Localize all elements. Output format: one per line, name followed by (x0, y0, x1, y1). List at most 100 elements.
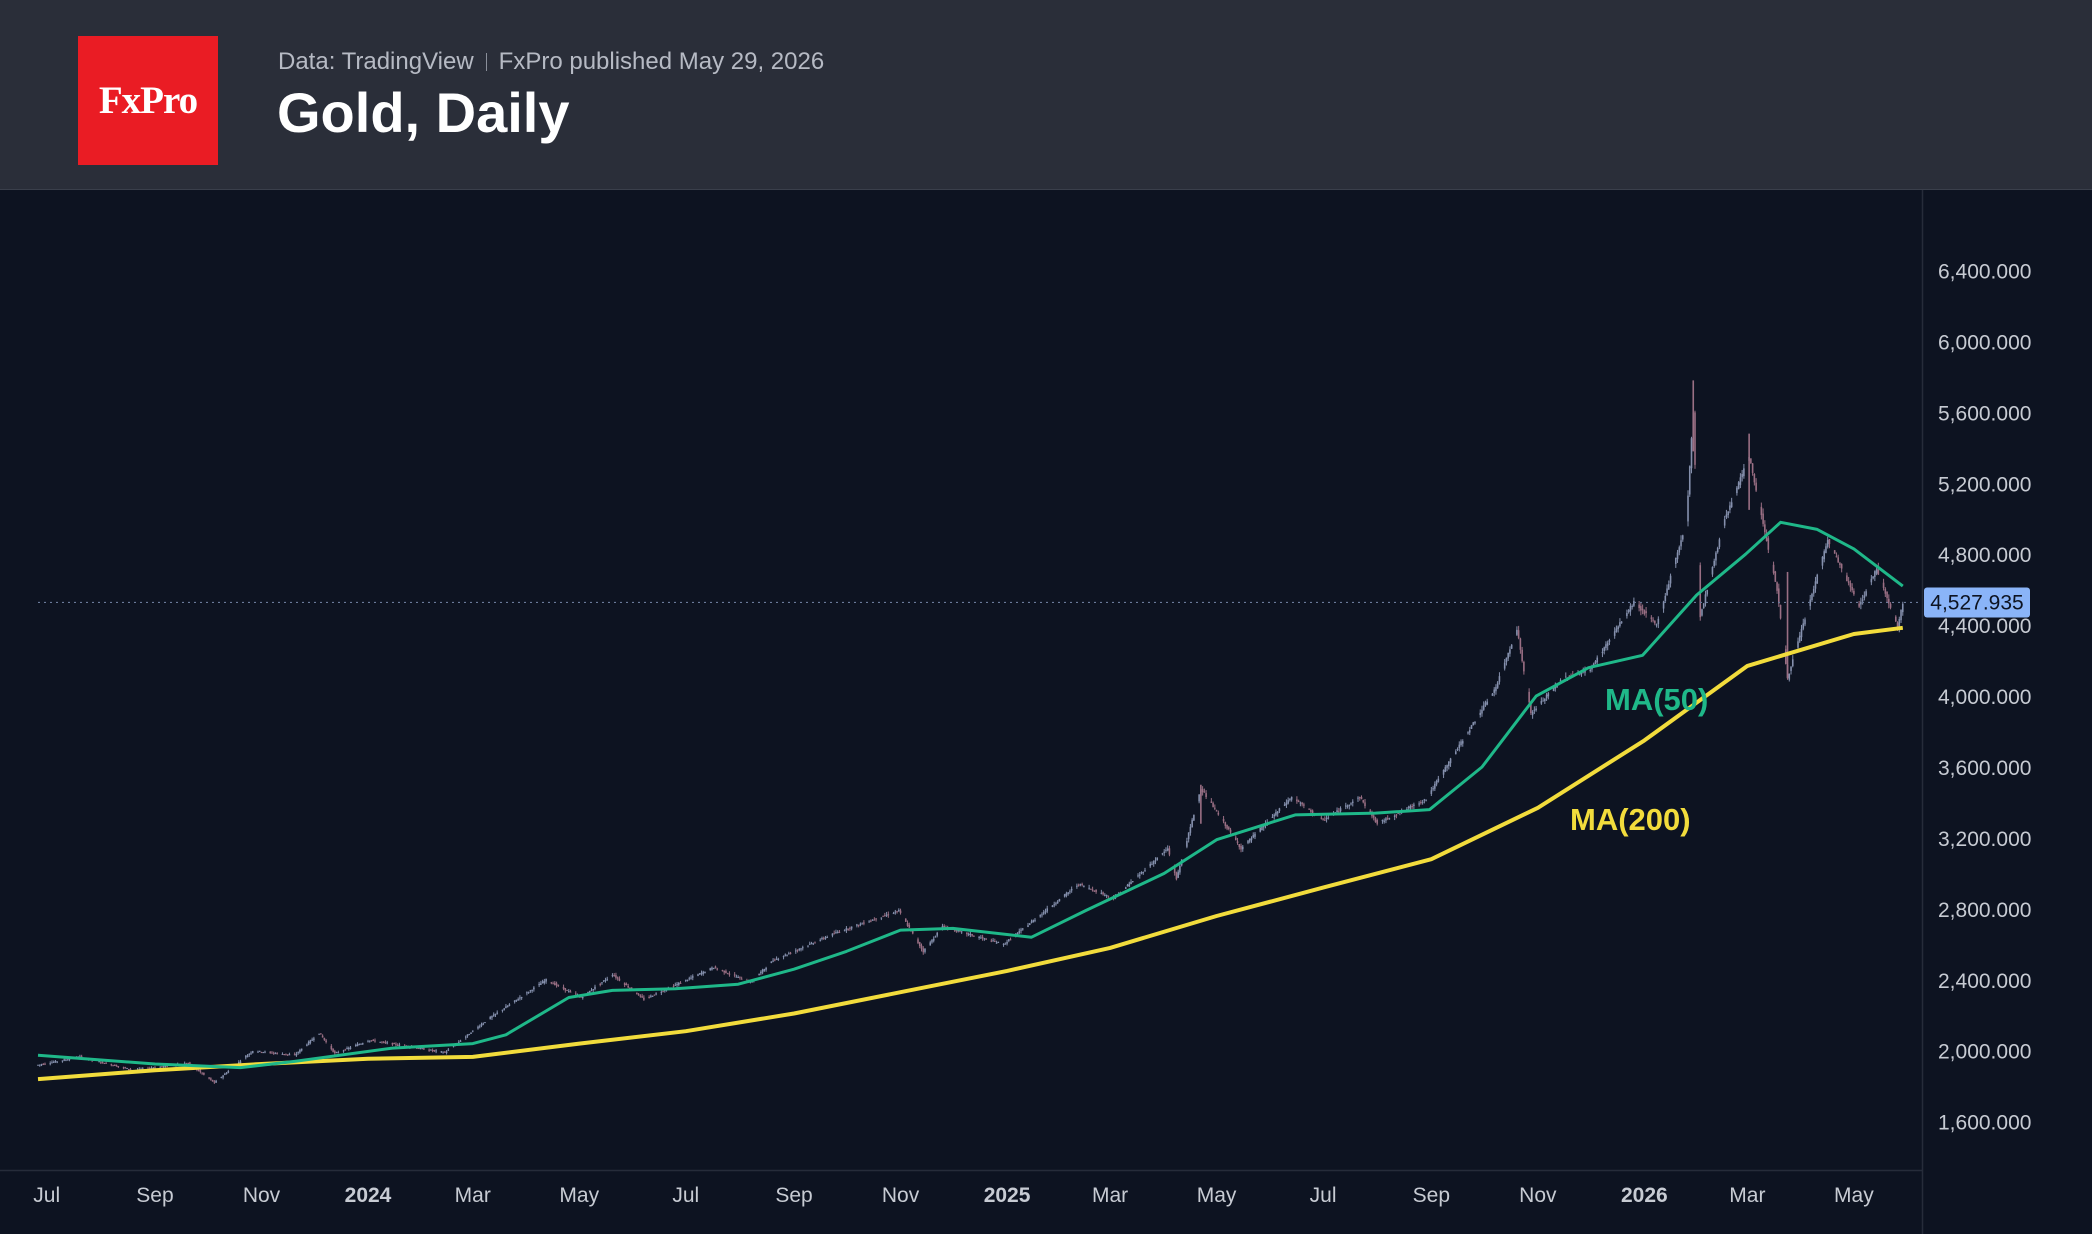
candle-body (154, 1067, 156, 1069)
candle-body (882, 915, 884, 917)
candle-body (1324, 819, 1326, 821)
candle-body (246, 1055, 249, 1058)
candle-body (1853, 590, 1855, 595)
time-axis[interactable]: Jul Sep Nov 2024 Mar May Jul Sep Nov 2025 Mar May Ju… (33, 1184, 1874, 1207)
candle-body (899, 910, 902, 914)
candle-body (269, 1051, 272, 1053)
time-tick-label: Nov (882, 1184, 920, 1207)
candle-body (227, 1071, 230, 1073)
candle-body (1240, 846, 1242, 850)
fxpro-logo[interactable]: FxPro (78, 36, 218, 165)
candle-body (1486, 701, 1489, 705)
candle-body (1144, 870, 1146, 872)
candle-body (1156, 857, 1159, 861)
candle-body (1297, 800, 1300, 803)
candle-body (1395, 814, 1398, 816)
candle-body (115, 1065, 118, 1067)
candle-body (1128, 883, 1131, 887)
candle-body (1444, 767, 1447, 772)
candle-body (1613, 631, 1616, 636)
candle-body (1657, 618, 1660, 625)
candle-body (391, 1042, 394, 1045)
candle-body (1650, 617, 1653, 619)
candle-body (361, 1043, 364, 1045)
candle-body (224, 1073, 226, 1075)
candle-body (1456, 748, 1459, 750)
price-chart[interactable]: MA(50) MA(200) 1,600.000 2,000.000 2,400.0… (0, 190, 2092, 1234)
candle-body (1175, 872, 1178, 880)
candle-body (774, 959, 776, 961)
candle-body (870, 920, 872, 922)
candle-body (1234, 837, 1237, 841)
candle-body (1004, 943, 1007, 945)
candle-body (49, 1063, 52, 1065)
candle-body (978, 936, 980, 938)
candle-body (636, 993, 638, 995)
candle-body (1285, 802, 1288, 806)
candle-body (1688, 466, 1691, 495)
candle-body (1821, 556, 1824, 566)
candle-body (201, 1072, 203, 1074)
candle-body (258, 1050, 261, 1052)
candle-body (1687, 495, 1689, 522)
candle-body (421, 1048, 423, 1050)
candle-body (1165, 849, 1167, 851)
candle-body (264, 1051, 266, 1053)
candle-body (541, 981, 544, 984)
candle-body (662, 991, 664, 993)
candle-body (307, 1041, 310, 1045)
price-tick-label: 6,400.000 (1938, 260, 2031, 283)
candle-body (1750, 458, 1752, 464)
candle-body (1865, 591, 1867, 596)
candle-body (1425, 799, 1427, 801)
candle-body (821, 938, 823, 940)
candle-body (691, 976, 694, 978)
candle-body (1385, 818, 1387, 821)
candle-body (796, 949, 799, 951)
candle-body (42, 1064, 45, 1066)
candle-body (526, 992, 528, 994)
candle-body (1203, 791, 1206, 793)
candle-body (1358, 797, 1361, 799)
candle-body (1753, 474, 1756, 483)
candle-body (588, 990, 591, 993)
candle-body (211, 1079, 214, 1082)
candle-body (100, 1062, 102, 1064)
price-tick-label: 5,600.000 (1938, 402, 2031, 425)
last-price-value: 4,527.935 (1930, 591, 2023, 614)
candle-body (213, 1081, 216, 1083)
candle-body (468, 1034, 471, 1036)
candle-body (491, 1016, 493, 1018)
candle-body (1812, 588, 1815, 594)
candle-body (1261, 826, 1263, 831)
candle-body (1664, 595, 1667, 602)
candle-body (105, 1062, 107, 1064)
candle-body (594, 986, 596, 989)
candle-body (1104, 894, 1106, 896)
candle-body (794, 950, 797, 952)
candle-body (1142, 872, 1145, 874)
candle-body (1432, 788, 1434, 790)
candle-body (1835, 556, 1838, 558)
candle-body (557, 985, 560, 987)
candle-body (1668, 584, 1670, 590)
candle-body (581, 997, 584, 999)
candle-body (1027, 925, 1029, 927)
candle-body (1124, 887, 1127, 889)
candle-body (880, 917, 883, 919)
candle-body (758, 974, 760, 976)
candle-body (1179, 865, 1181, 873)
candle-body (1739, 477, 1742, 485)
candle-body (664, 990, 666, 992)
price-axis[interactable]: 1,600.000 2,000.000 2,400.000 2,800.000 3,20… (1938, 260, 2031, 1134)
candle-body (1559, 680, 1562, 682)
time-tick-label: Mar (455, 1184, 491, 1207)
candle-body (1336, 810, 1338, 813)
candle-body (676, 983, 678, 986)
candle-body (1840, 564, 1843, 569)
candle-body (1875, 569, 1878, 574)
candle-body (372, 1039, 375, 1041)
candle-body (1236, 841, 1239, 844)
candle-body (1493, 689, 1496, 693)
candle-body (1495, 687, 1497, 692)
